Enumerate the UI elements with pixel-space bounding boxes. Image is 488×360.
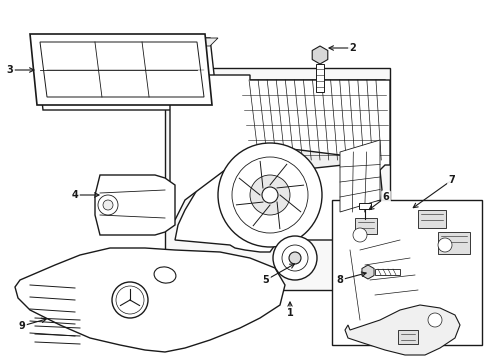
- Text: 6: 6: [382, 192, 388, 202]
- Bar: [374, 269, 399, 275]
- Polygon shape: [15, 248, 285, 352]
- Text: 1: 1: [286, 308, 293, 318]
- Text: 7: 7: [447, 175, 454, 185]
- Bar: [164, 68, 389, 290]
- Bar: [417, 210, 445, 228]
- Ellipse shape: [154, 267, 176, 283]
- Bar: [397, 330, 417, 344]
- Bar: [354, 218, 376, 234]
- Polygon shape: [95, 175, 175, 235]
- Circle shape: [116, 286, 143, 314]
- Bar: [331, 200, 481, 345]
- Polygon shape: [175, 145, 381, 252]
- Bar: [437, 232, 469, 254]
- Circle shape: [103, 200, 113, 210]
- Polygon shape: [361, 265, 373, 279]
- Polygon shape: [30, 34, 212, 105]
- Circle shape: [437, 238, 451, 252]
- Circle shape: [282, 245, 307, 271]
- Text: 2: 2: [349, 43, 356, 53]
- Polygon shape: [339, 140, 379, 212]
- Circle shape: [262, 187, 278, 203]
- Circle shape: [427, 313, 441, 327]
- Polygon shape: [345, 305, 459, 355]
- Text: 3: 3: [7, 65, 13, 75]
- Polygon shape: [311, 46, 327, 64]
- Circle shape: [98, 195, 118, 215]
- Polygon shape: [43, 38, 218, 46]
- Circle shape: [288, 252, 301, 264]
- Polygon shape: [35, 38, 218, 110]
- Circle shape: [218, 143, 321, 247]
- Circle shape: [112, 282, 148, 318]
- Text: 5: 5: [262, 275, 269, 285]
- Circle shape: [272, 236, 316, 280]
- Circle shape: [231, 157, 307, 233]
- Polygon shape: [358, 203, 370, 209]
- Circle shape: [352, 228, 366, 242]
- Text: 8: 8: [336, 275, 343, 285]
- Text: 9: 9: [19, 321, 25, 331]
- Polygon shape: [40, 42, 203, 97]
- Polygon shape: [170, 75, 389, 220]
- Circle shape: [249, 175, 289, 215]
- Polygon shape: [43, 46, 209, 102]
- Polygon shape: [240, 80, 389, 175]
- Bar: [315, 64, 324, 92]
- Polygon shape: [356, 219, 372, 231]
- Text: 4: 4: [71, 190, 78, 200]
